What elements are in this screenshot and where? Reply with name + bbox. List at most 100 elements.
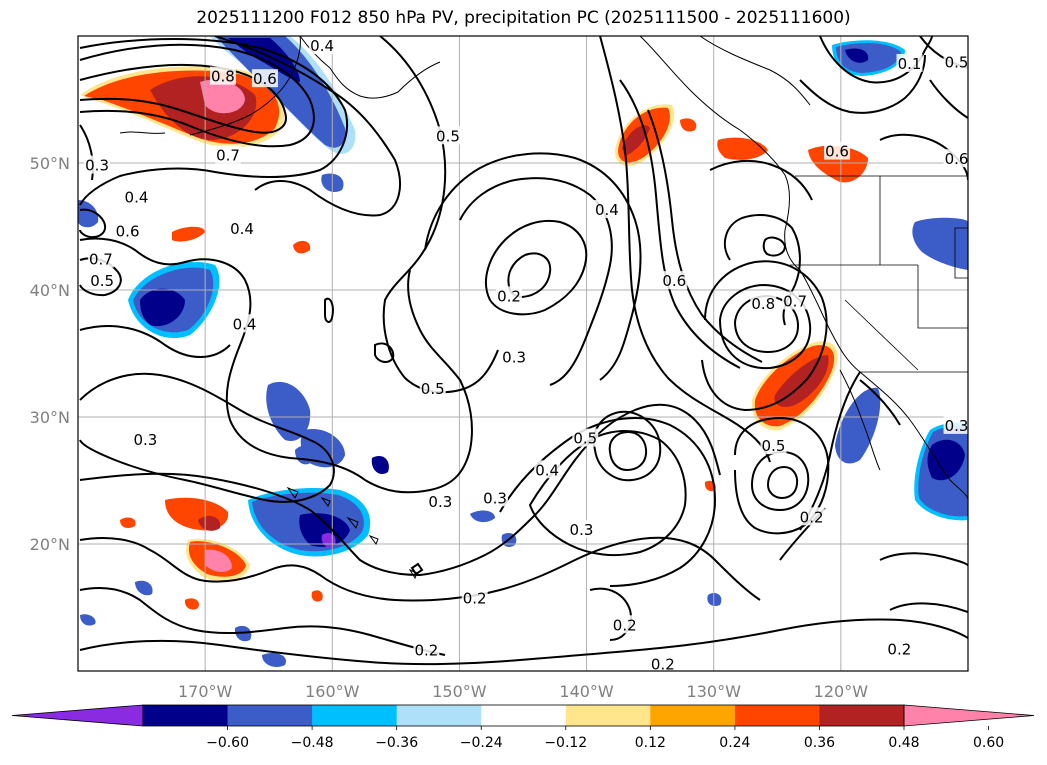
lon-tick-label: 140°W [559,682,614,701]
contour-label: 0.3 [945,417,969,435]
contour-label: 0.4 [595,201,619,219]
colorbar-frame [142,704,905,727]
colorbar-tick-label: 0.60 [973,735,1004,751]
political-boundaries [790,175,968,373]
contour-label-bg [427,492,454,511]
contour-label-bg [461,588,488,607]
contour-label-bg [824,141,851,160]
contour-label: 0.5 [90,272,114,290]
colorbar-extend-low [11,704,144,727]
contour-label-bg [534,460,561,479]
lon-tick-label: 130°W [687,682,742,701]
contour-label-bg [750,293,777,312]
colorbar-tick-label: −0.12 [544,735,587,751]
contour-label: 0.4 [535,461,559,479]
contour-label: 0.8 [211,68,235,86]
pv-contours [79,36,968,666]
contour-label-bg [114,221,141,240]
contour-label-bg [611,615,638,634]
lat-tick-label: 40°N [30,281,70,300]
contour-label: 0.6 [825,143,849,161]
contour-label: 0.5 [945,54,969,72]
contour-label: 0.3 [428,493,452,511]
contour-labels: 0.8 0.6 0.4 0.5 0.7 0.3 0.4 0.6 0.4 0.7 0.5 0.4 0.2 0… [84,36,970,674]
contour-label: 0.3 [570,521,594,539]
colorbar-tick-label: 0.48 [888,735,919,751]
colorbar-tick-label: 0.12 [635,735,666,751]
contour-label-bg [661,271,688,290]
lon-tick-label: 170°W [178,682,233,701]
colorbar-tick-label: 0.24 [719,735,750,751]
contour-label-bg [798,507,825,526]
contour-label-bg [896,53,923,72]
contour-label: 0.8 [751,295,775,313]
lon-tick-label: 150°W [432,682,487,701]
colorbar-swatch [734,705,820,726]
colorbar: −0.60 −0.48 −0.36 −0.24 −0.12 0.12 0.24 0.36 0.4… [11,704,1035,751]
contour-label: 0.4 [310,37,334,55]
colorbar-swatch [143,705,229,726]
contour-label: 0.7 [216,146,240,164]
contour-label-bg [84,155,111,174]
contour-label: 0.2 [613,616,637,634]
contour-label: 0.2 [414,642,438,660]
lat-tick-label: 50°N [30,154,70,173]
contour-label: 0.5 [573,430,597,448]
contour-label-bg [89,271,116,290]
contour-label: 0.6 [253,70,277,88]
contour-label: 0.2 [651,656,675,674]
contour-label-bg [501,347,528,366]
contour-label: 0.6 [662,272,686,290]
colorbar-swatch [565,705,651,726]
contour-label: 0.4 [125,188,149,206]
contour-label-bg [593,199,620,218]
contour-label-bg [434,126,461,145]
contour-label: 0.3 [85,157,109,175]
contour-label: 0.6 [116,223,140,241]
contour-label-bg [649,654,676,673]
lat-tick-label: 30°N [30,408,70,427]
contour-label-bg [231,314,258,333]
colorbar-tick-label: 0.36 [804,735,835,751]
map-frame [77,35,969,672]
contour-label: 0.2 [497,287,521,305]
contour-label-bg [215,145,242,164]
contour-label-bg [943,149,970,168]
lon-tick-label: 120°W [814,682,869,701]
lon-tick-label: 160°W [305,682,360,701]
colorbar-tick-label: −0.48 [291,735,334,751]
contour-label-bg [123,187,150,206]
contour-label: 0.3 [133,431,157,449]
contour-label: 0.2 [463,590,487,608]
contour-label: 0.2 [887,640,911,658]
contour-label-bg [251,69,278,88]
contour-label: 0.5 [436,127,460,145]
contour-label-bg [132,429,159,448]
colorbar-swatch [312,705,398,726]
contour-label-bg [943,52,970,71]
contour-label: 0.3 [502,348,526,366]
contour-label-bg [309,36,336,55]
map-gridlines [78,36,968,671]
colorbar-extend-high [903,704,1035,727]
contour-label-bg [886,639,913,658]
contour-label: 0.7 [89,251,113,269]
colorbar-swatch [819,705,905,726]
colorbar-swatch [396,705,482,726]
contour-label: 0.7 [783,292,807,310]
contour-label-bg [760,436,787,455]
colorbar-swatch [650,705,736,726]
map-title: 2025111200 F012 850 hPa PV, precipitatio… [196,8,851,28]
contour-label-bg [413,640,440,659]
colorbar-tick-label: −0.36 [375,735,418,751]
contour-label-bg [572,428,599,447]
contour-label: 0.1 [898,55,922,73]
contour-label-bg [209,66,236,85]
contour-label: 0.5 [762,437,786,455]
lat-tick-label: 20°N [30,535,70,554]
precipitation-shading [78,36,968,667]
contour-label: 0.3 [483,489,507,507]
contour-label: 0.5 [421,380,445,398]
contour-label: 0.4 [233,315,257,333]
contour-label-bg [782,291,809,310]
